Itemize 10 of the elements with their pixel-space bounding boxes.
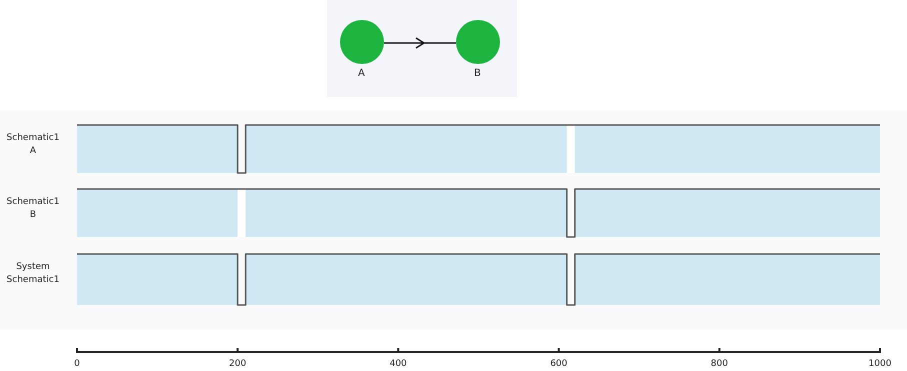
x-tick-label: 400 [390,358,408,369]
x-tick-label: 0 [74,358,80,369]
y-axis-title: System Schematic1 [6,261,60,287]
x-tick-label: 200 [229,358,246,369]
y-axis-title: Schematic1 A [6,132,60,158]
x-tick-label: 600 [550,358,568,369]
x-tick-label: 800 [710,358,728,369]
node-diagram: A B [327,0,517,97]
x-tick-label: 1000 [868,358,892,369]
y-axis-title: Schematic1 B [6,196,60,222]
